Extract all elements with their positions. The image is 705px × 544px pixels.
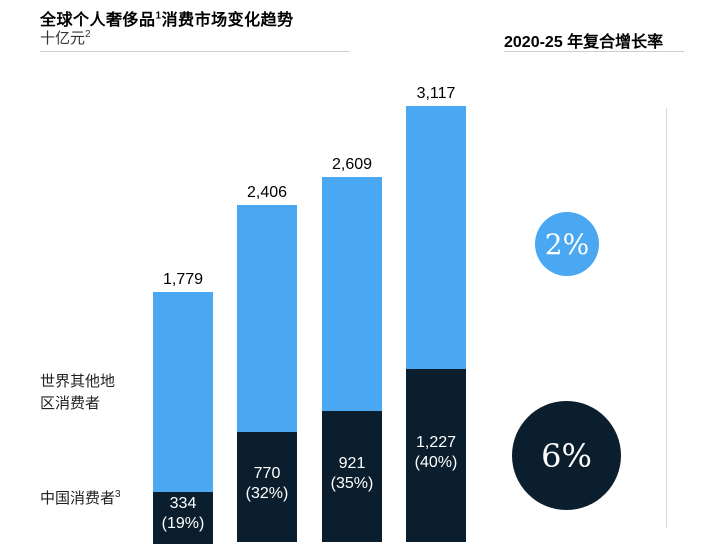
bar-segment-china: 770 (32%) [237, 432, 297, 542]
cagr-china-badge: 6% [512, 401, 621, 510]
bar-total-label: 2,406 [246, 184, 288, 201]
legend-row-line2: 区消费者 [40, 394, 101, 412]
china-share: (19%) [161, 515, 205, 532]
bar-segment-china: 1,227 (40%) [406, 369, 466, 542]
chart-title: 全球个人奢侈品1消费市场变化趋势 [40, 6, 294, 30]
legend-row-line1: 世界其他地 [40, 372, 116, 390]
cagr-row-value: 2% [544, 227, 590, 261]
title-text-rest: 消费市场变化趋势 [161, 10, 294, 29]
bar-segment-china: 334 (19%) [153, 492, 213, 544]
bar: 770 (32%) [237, 205, 297, 542]
legend-china: 中国消费者3 [40, 484, 121, 509]
china-value: 921 [338, 455, 366, 472]
china-share: (35%) [330, 475, 374, 492]
cagr-title: 2020-25 年复合增长率 [504, 34, 664, 51]
unit-label: 十亿元2 [40, 27, 91, 48]
cagr-row-badge: 2% [535, 212, 599, 276]
header-divider [40, 51, 350, 52]
bar-segment-row [153, 292, 213, 492]
title-footnote: 1 [155, 10, 162, 22]
china-share: (40%) [414, 454, 458, 471]
legend-china-text: 中国消费者 [40, 489, 116, 507]
legend-china-footnote: 3 [115, 489, 121, 500]
vertical-divider [666, 108, 667, 528]
unit-text: 十亿元 [40, 29, 86, 47]
cagr-divider [504, 51, 684, 52]
bar-total-label: 1,779 [162, 271, 204, 288]
legend-row: 世界其他地 区消费者 [40, 370, 115, 414]
china-value: 1,227 [415, 434, 457, 451]
bar-segment-china: 921 (35%) [322, 411, 382, 542]
bar: 1,227 (40%) [406, 106, 466, 542]
bar: 334 (19%) [153, 292, 213, 544]
cagr-china-value: 6% [541, 436, 592, 475]
bar-segment-row [406, 106, 466, 369]
bar-total-label: 2,609 [331, 156, 373, 173]
title-text: 全球个人奢侈品 [40, 10, 156, 29]
china-value: 770 [253, 465, 281, 482]
bar-total-label: 3,117 [416, 85, 456, 102]
bar: 921 (35%) [322, 177, 382, 542]
unit-footnote: 2 [85, 29, 91, 40]
china-value: 334 [169, 495, 197, 512]
bar-segment-row [322, 177, 382, 411]
bar-segment-row [237, 205, 297, 432]
china-share: (32%) [245, 485, 289, 502]
